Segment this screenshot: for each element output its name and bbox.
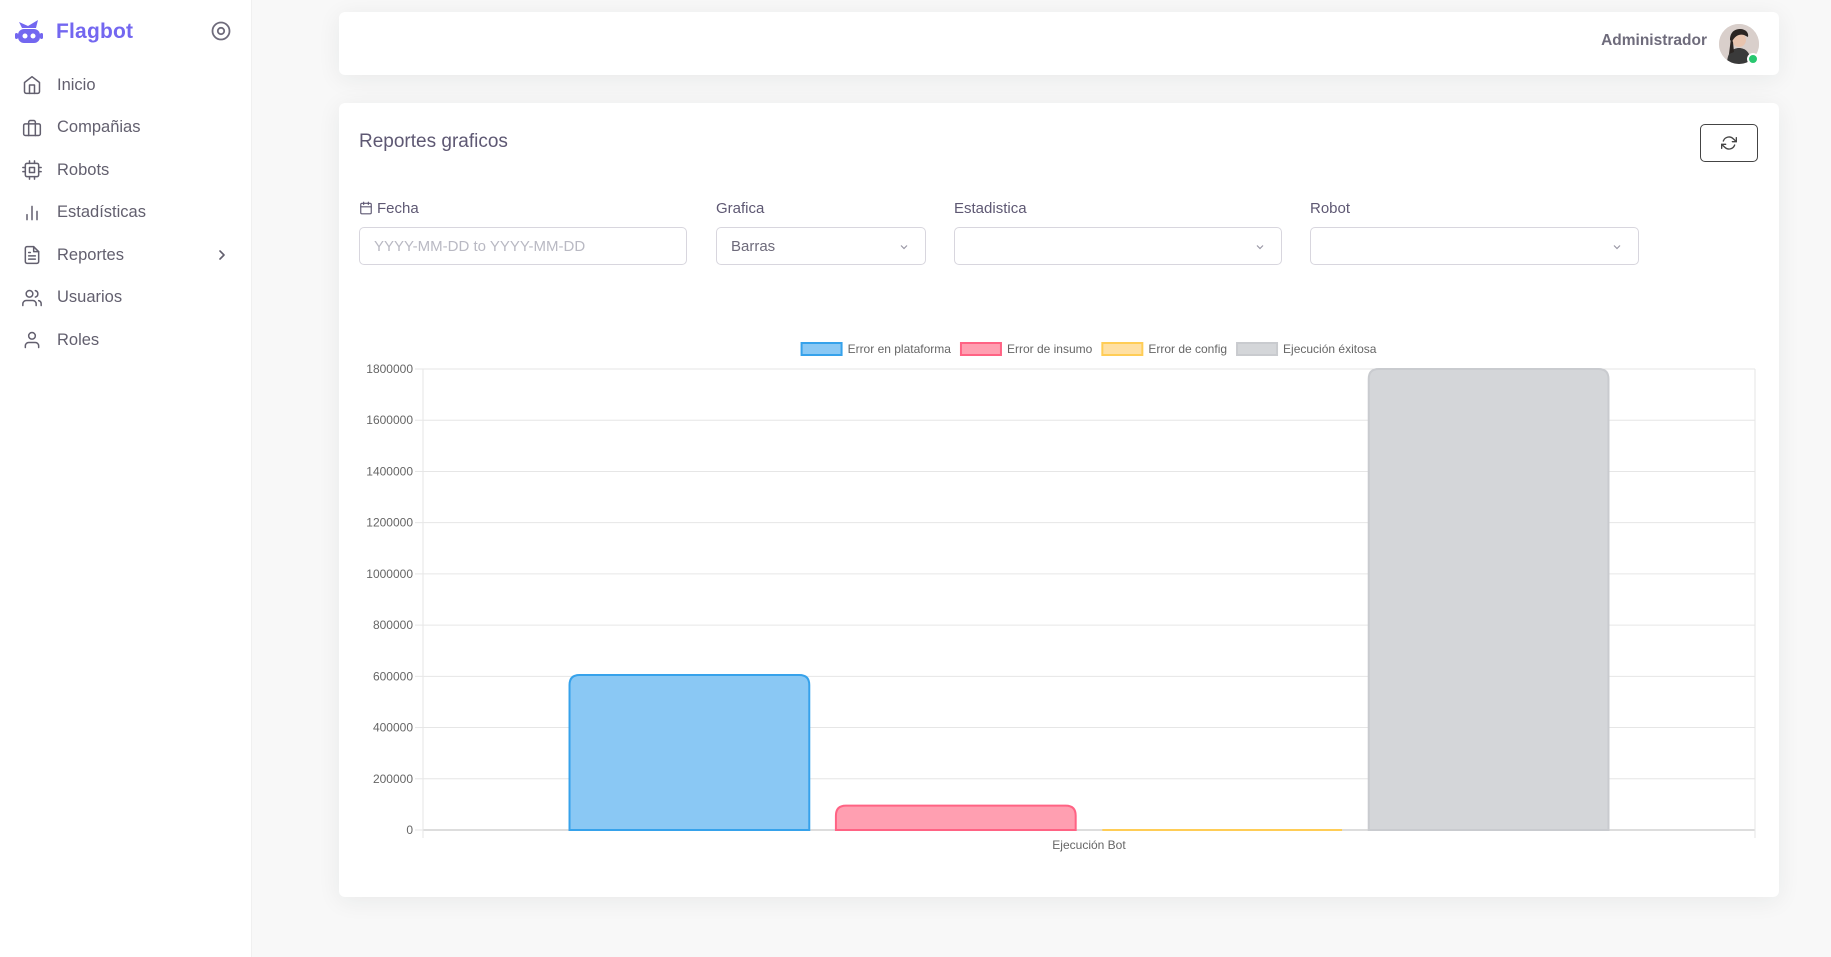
legend-label: Error en plataforma — [848, 342, 952, 356]
sidebar-item-label: Reportes — [57, 245, 124, 264]
y-tick-label: 400000 — [373, 721, 413, 735]
sidebar-item-label: Inicio — [57, 75, 96, 94]
legend-swatch — [1236, 342, 1279, 356]
chevron-down-icon — [1613, 245, 1621, 250]
avatar[interactable] — [1719, 24, 1759, 64]
chevron-down-icon — [900, 245, 908, 250]
sidebar-item-label: Roles — [57, 330, 100, 349]
y-tick-label: 800000 — [373, 618, 413, 632]
x-tick-label: Ejecución Bot — [1052, 838, 1126, 852]
sidebar-item-companias[interactable]: Compañias — [0, 107, 252, 150]
sidebar-item-roles[interactable]: Roles — [0, 319, 252, 362]
calendar-icon — [360, 201, 372, 215]
user-icon — [22, 330, 42, 350]
bar-ejecuci-n-xitosa — [1367, 368, 1610, 831]
legend-label: Error de insumo — [1007, 342, 1093, 356]
top-navbar: Administrador — [339, 12, 1779, 75]
y-tick-label: 0 — [406, 823, 413, 837]
legend-label: Ejecución éxitosa — [1283, 342, 1377, 356]
y-tick-label: 600000 — [373, 669, 413, 683]
y-tick-label: 1000000 — [366, 567, 413, 581]
robot-field: Robot — [1310, 199, 1639, 265]
y-tick-label: 1400000 — [366, 464, 413, 478]
sidebar-nav: Inicio Compañias Robots Estadísticas Rep… — [0, 64, 252, 362]
sidebar-item-label: Usuarios — [57, 288, 123, 307]
y-tick-label: 1600000 — [366, 413, 413, 427]
brand[interactable]: Flagbot — [14, 16, 133, 48]
y-tick-label: 1800000 — [366, 362, 413, 376]
robot-select[interactable] — [1310, 227, 1639, 265]
grafica-value: Barras — [731, 237, 776, 255]
estadistica-select[interactable] — [954, 227, 1282, 265]
avatar-image — [1719, 24, 1759, 64]
sidebar-item-label: Robots — [57, 160, 110, 179]
estadistica-label: Estadistica — [954, 199, 1027, 217]
refresh-icon — [1721, 136, 1737, 150]
user-name[interactable]: Administrador — [1601, 32, 1707, 49]
robot-logo-icon — [15, 20, 43, 43]
users-icon — [22, 288, 42, 308]
sidebar-item-usuarios[interactable]: Usuarios — [0, 277, 252, 320]
legend-label: Error de config — [1148, 342, 1227, 356]
legend-swatch — [959, 342, 1002, 356]
sidebar-item-estadisticas[interactable]: Estadísticas — [0, 192, 252, 235]
home-icon — [22, 75, 42, 95]
chevron-down-icon — [1256, 245, 1264, 250]
cpu-icon — [22, 160, 42, 181]
sidebar-item-robots[interactable]: Robots — [0, 149, 252, 192]
briefcase-icon — [22, 118, 42, 138]
file-text-icon — [22, 245, 42, 265]
y-tick-label: 1200000 — [366, 516, 413, 530]
refresh-button[interactable] — [1700, 124, 1758, 162]
bar-error-en-plataforma — [568, 674, 811, 831]
estadistica-field: Estadistica — [954, 199, 1282, 265]
legend-swatch — [800, 342, 843, 356]
legend-swatch — [1101, 342, 1144, 356]
bar-error-de-insumo — [834, 804, 1077, 831]
chevron-right-icon — [219, 250, 225, 260]
grafica-field: Grafica Barras — [716, 199, 926, 265]
bar-chart-icon — [22, 203, 42, 223]
sidebar-item-label: Estadísticas — [57, 203, 146, 222]
brand-name: Flagbot — [56, 20, 134, 43]
report-card: Reportes graficos Fecha Grafica Barras E… — [339, 103, 1779, 897]
date-range-input[interactable] — [374, 237, 672, 255]
online-status-dot — [1747, 53, 1759, 65]
page-title: Reportes graficos — [359, 131, 508, 152]
sidebar-item-label: Compañias — [57, 118, 141, 137]
grafica-select[interactable]: Barras — [716, 227, 926, 265]
sidebar-item-reportes[interactable]: Reportes — [0, 234, 252, 277]
sidebar-item-inicio[interactable]: Inicio — [0, 64, 252, 107]
bar-chart: 0 200000 400000 600000 800000 1000000 1200000 1… — [366, 342, 1756, 852]
y-tick-label: 200000 — [373, 772, 413, 786]
sidebar: Flagbot Inicio Compañias Robots — [0, 0, 252, 957]
grafica-label: Grafica — [716, 199, 765, 217]
fecha-field: Fecha — [359, 199, 687, 265]
fecha-label: Fecha — [377, 199, 419, 217]
robot-label: Robot — [1310, 199, 1351, 217]
collapse-sidebar-icon[interactable] — [210, 20, 232, 42]
